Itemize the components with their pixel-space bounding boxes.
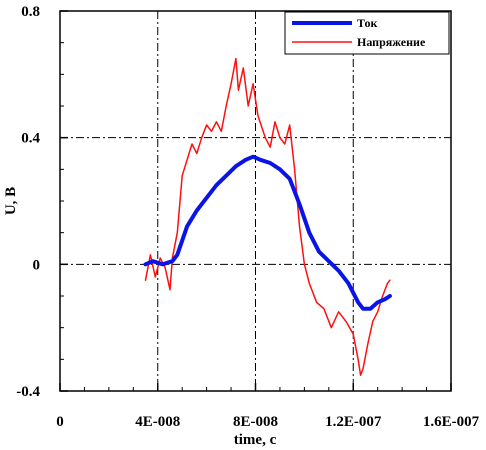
y-tick-label-1: 0 [33,257,41,273]
y-tick-label-0: -0.4 [16,384,40,400]
y-tick-label-2: 0.4 [21,131,40,147]
x-tick-label-4: 1.6E-007 [423,414,480,430]
legend-label-tok: Ток [357,16,377,30]
x-tick-label-2: 8E-008 [233,414,278,430]
y-tick-label-3: 0.8 [21,4,40,20]
legend: Ток Напряжение [284,11,450,55]
tick-labels: 0 4E-008 8E-008 1.2E-007 1.6E-007 -0.4 0 0.4 0.8 [16,4,479,430]
x-axis-title: time, c [234,432,277,448]
x-tick-label-0: 0 [56,414,64,430]
y-axis-title: U, B [3,187,19,215]
x-tick-label-1: 4E-008 [135,414,180,430]
series-line-tok [143,154,392,311]
legend-box [284,11,450,55]
grid-lines [60,11,451,391]
series-line-napryazhenie [144,57,391,376]
plot-frame [59,10,452,392]
legend-label-napryazhenie: Напряжение [357,35,426,49]
series-group [143,57,392,376]
x-tick-label-3: 1.2E-007 [325,414,382,430]
